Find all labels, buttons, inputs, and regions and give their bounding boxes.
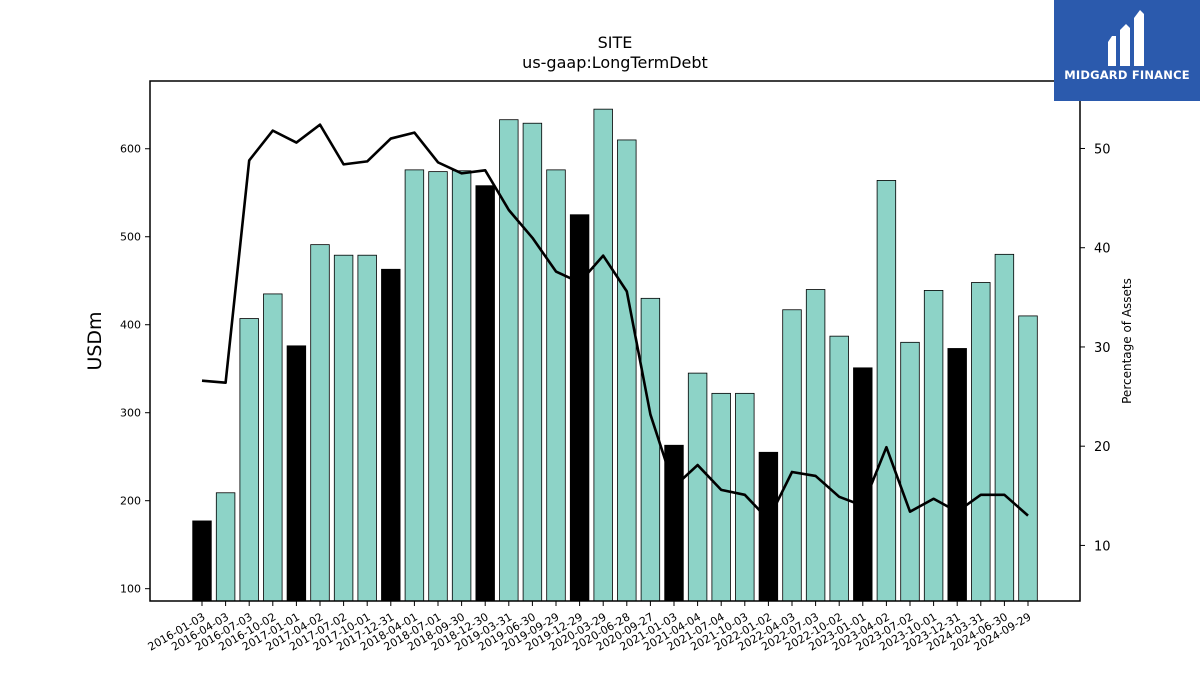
bar-2016-01-03 <box>192 520 212 602</box>
y-tick-label: 400 <box>120 319 141 332</box>
bar-2017-04-02 <box>310 244 330 602</box>
y-tick-label: 100 <box>120 583 141 596</box>
y2-tick-label: 50 <box>1094 142 1111 157</box>
chart-title: SITE <box>598 33 633 52</box>
line-group <box>201 123 1029 521</box>
y2-tick-label: 20 <box>1094 440 1111 455</box>
bar-2018-12-30 <box>475 185 495 602</box>
y-axis-label: USDm <box>84 311 106 370</box>
bar-2023-10-01 <box>923 290 944 602</box>
y2-axis-label: Percentage of Assets <box>1120 278 1134 404</box>
y2-tick-label: 10 <box>1094 539 1111 554</box>
y-tick-label: 300 <box>120 407 141 420</box>
bar-2022-07-03 <box>805 289 826 602</box>
bar-2023-04-02 <box>876 180 897 602</box>
chart-subtitle: us-gaap:LongTermDebt <box>522 53 708 72</box>
brand-name: MIDGARD FINANCE <box>1064 68 1190 82</box>
midgard-logo-icon <box>1108 10 1144 66</box>
bar-2019-12-29 <box>569 214 590 602</box>
bar-2023-01-01 <box>853 367 873 602</box>
bar-2022-04-03 <box>782 309 802 602</box>
bar-2017-12-31 <box>381 268 401 602</box>
bar-2016-10-02 <box>263 293 283 602</box>
bar-2023-07-02 <box>900 341 920 602</box>
bar-2021-07-04 <box>711 392 731 602</box>
bar-2017-10-01 <box>357 254 377 602</box>
bar-2024-06-30 <box>994 253 1015 602</box>
bar-2023-12-31 <box>947 348 967 602</box>
bar-2018-07-01 <box>428 171 448 602</box>
bar-2019-09-29 <box>546 169 566 602</box>
bar-2024-03-31 <box>971 282 991 602</box>
bar-2016-07-03 <box>239 318 259 602</box>
bar-2022-01-02 <box>758 451 779 602</box>
bar-2018-04-01 <box>404 169 425 602</box>
bars-group <box>192 108 1038 602</box>
bar-2020-03-29 <box>593 108 613 602</box>
percentage-of-assets-line <box>201 123 1029 521</box>
bar-2021-04-04 <box>687 372 708 602</box>
bar-2020-06-28 <box>617 139 637 602</box>
bar-2019-03-31 <box>499 119 519 602</box>
y-tick-label: 200 <box>120 495 141 508</box>
bar-2017-07-02 <box>333 254 354 602</box>
y-tick-label: 500 <box>120 231 141 244</box>
bar-2019-06-30 <box>522 122 543 602</box>
y2-tick-label: 40 <box>1094 242 1111 257</box>
plot-frame <box>149 80 1081 602</box>
bar-2024-09-29 <box>1018 315 1038 602</box>
bar-2018-09-30 <box>451 170 472 602</box>
brand-logo: MIDGARD FINANCE <box>1054 0 1200 101</box>
bar-2020-09-27 <box>640 297 661 602</box>
bar-2021-10-03 <box>735 392 755 602</box>
y-tick-label: 600 <box>120 143 141 156</box>
bar-2022-10-02 <box>829 335 849 602</box>
bar-2017-01-01 <box>286 345 307 602</box>
bar-2016-04-03 <box>215 492 236 602</box>
y2-tick-label: 30 <box>1094 341 1111 356</box>
